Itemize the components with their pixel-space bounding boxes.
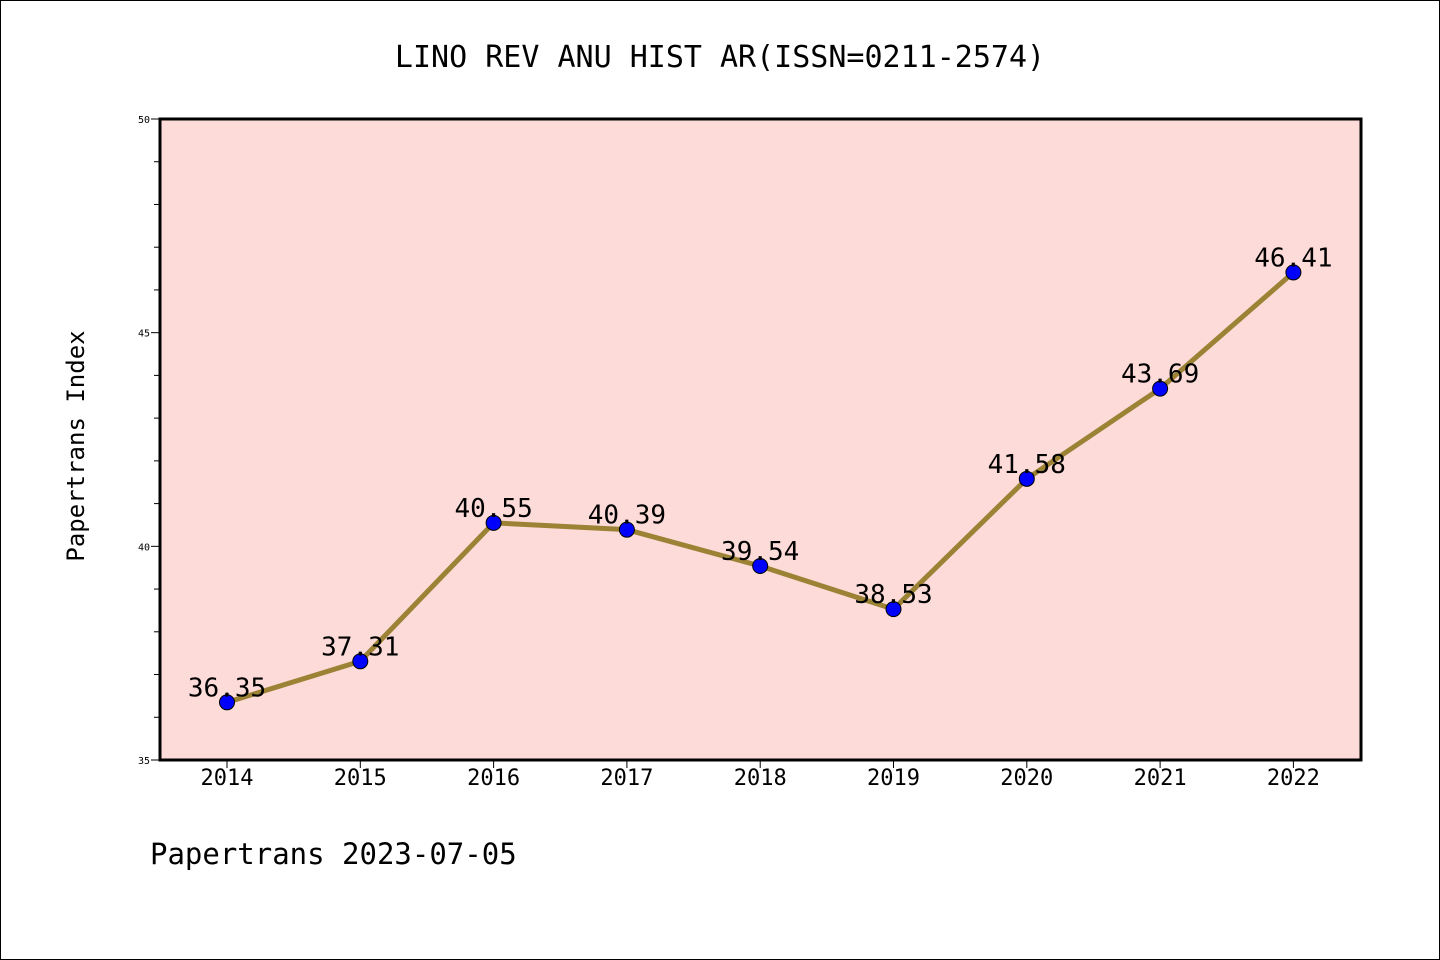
data-point	[1018, 470, 1035, 487]
data-label: 37.31	[321, 632, 399, 662]
x-tick-label: 2014	[201, 766, 254, 791]
y-tick-label: 50	[138, 115, 150, 126]
y-tick-label: 45	[138, 329, 150, 340]
data-point	[352, 653, 369, 670]
y-axis-ticks: 35 40 45 50	[138, 115, 160, 767]
y-tick-label: 40	[138, 542, 150, 553]
x-tick-label: 2019	[867, 766, 920, 791]
x-tick-label: 2018	[734, 766, 787, 791]
x-axis-ticks: 2014 2015 2016 2017 2018 2019 2020 2021 2022	[201, 760, 1320, 791]
x-tick-label: 2022	[1267, 766, 1320, 791]
data-labels-group: 36.35 37.31 40.55 40.39 39.54 38.53 41.58 43.69…	[188, 243, 1333, 703]
data-point	[219, 694, 235, 711]
data-label: 46.41	[1254, 243, 1332, 273]
data-point	[485, 514, 502, 531]
x-tick-label: 2017	[600, 766, 653, 791]
series-points-group	[219, 264, 1302, 711]
x-tick-label: 2021	[1134, 766, 1187, 791]
chart-title: LINO REV ANU HIST AR(ISSN=0211-2574)	[395, 40, 1045, 75]
data-label: 36.35	[188, 673, 266, 703]
data-label: 43.69	[1121, 360, 1199, 390]
x-tick-label: 2015	[334, 766, 387, 791]
data-label: 40.55	[454, 494, 532, 524]
data-label: 41.58	[988, 450, 1066, 480]
data-label: 40.39	[588, 501, 666, 531]
data-label: 38.53	[854, 580, 932, 610]
footer-source-date: Papertrans 2023-07-05	[150, 837, 517, 871]
data-point	[618, 521, 635, 538]
plot-area	[158, 117, 1363, 762]
data-point	[1285, 264, 1302, 281]
x-tick-label: 2020	[1000, 766, 1053, 791]
x-tick-label: 2016	[467, 766, 520, 791]
data-point	[752, 557, 769, 574]
data-label: 39.54	[721, 537, 799, 567]
y-axis-title: Papertrans Index	[62, 330, 90, 561]
data-point	[1152, 380, 1169, 397]
y-tick-label: 35	[138, 756, 150, 767]
data-point	[885, 601, 902, 618]
